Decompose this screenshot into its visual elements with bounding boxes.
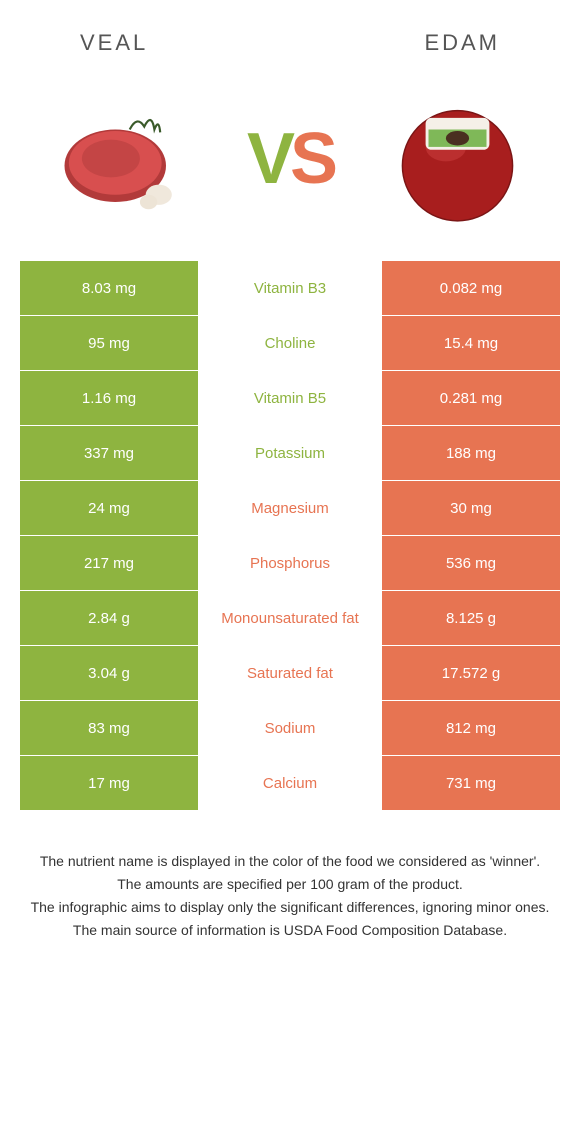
right-value: 0.281 mg — [382, 371, 560, 425]
left-value: 83 mg — [20, 701, 198, 755]
right-value: 0.082 mg — [382, 261, 560, 315]
nutrient-label: Monounsaturated fat — [198, 591, 382, 645]
nutrient-label: Phosphorus — [198, 536, 382, 590]
title-edam: EDAM — [424, 30, 500, 56]
meat-icon — [50, 86, 195, 231]
left-value: 17 mg — [20, 756, 198, 810]
table-row: 17 mgCalcium731 mg — [20, 756, 560, 811]
left-value: 2.84 g — [20, 591, 198, 645]
left-value: 217 mg — [20, 536, 198, 590]
right-value: 15.4 mg — [382, 316, 560, 370]
left-value: 8.03 mg — [20, 261, 198, 315]
footer-line-4: The main source of information is USDA F… — [30, 920, 550, 941]
left-value: 1.16 mg — [20, 371, 198, 425]
table-row: 2.84 gMonounsaturated fat8.125 g — [20, 591, 560, 646]
vs-v-letter: V — [247, 118, 290, 200]
table-row: 337 mgPotassium188 mg — [20, 426, 560, 481]
left-value: 24 mg — [20, 481, 198, 535]
table-row: 3.04 gSaturated fat17.572 g — [20, 646, 560, 701]
cheese-icon — [385, 86, 530, 231]
table-row: 8.03 mgVitamin B30.082 mg — [20, 261, 560, 316]
left-value: 337 mg — [20, 426, 198, 480]
left-value: 95 mg — [20, 316, 198, 370]
nutrient-label: Choline — [198, 316, 382, 370]
nutrient-label: Vitamin B3 — [198, 261, 382, 315]
right-value: 188 mg — [382, 426, 560, 480]
footer-line-3: The infographic aims to display only the… — [30, 897, 550, 918]
nutrient-label: Potassium — [198, 426, 382, 480]
right-value: 30 mg — [382, 481, 560, 535]
edam-image — [385, 86, 530, 231]
footer-line-1: The nutrient name is displayed in the co… — [30, 851, 550, 872]
nutrient-label: Calcium — [198, 756, 382, 810]
left-value: 3.04 g — [20, 646, 198, 700]
nutrient-label: Sodium — [198, 701, 382, 755]
right-value: 731 mg — [382, 756, 560, 810]
table-row: 24 mgMagnesium30 mg — [20, 481, 560, 536]
table-row: 83 mgSodium812 mg — [20, 701, 560, 756]
table-row: 95 mgCholine15.4 mg — [20, 316, 560, 371]
right-value: 8.125 g — [382, 591, 560, 645]
nutrient-label: Saturated fat — [198, 646, 382, 700]
nutrient-label: Magnesium — [198, 481, 382, 535]
right-value: 812 mg — [382, 701, 560, 755]
footer-notes: The nutrient name is displayed in the co… — [0, 811, 580, 941]
title-veal: VEAL — [80, 30, 148, 56]
footer-line-2: The amounts are specified per 100 gram o… — [30, 874, 550, 895]
vs-label: VS — [247, 118, 333, 200]
header: VEAL EDAM — [0, 0, 580, 66]
images-row: VS — [0, 66, 580, 261]
right-value: 17.572 g — [382, 646, 560, 700]
table-row: 1.16 mgVitamin B50.281 mg — [20, 371, 560, 426]
right-value: 536 mg — [382, 536, 560, 590]
veal-image — [50, 86, 195, 231]
nutrient-label: Vitamin B5 — [198, 371, 382, 425]
table-row: 217 mgPhosphorus536 mg — [20, 536, 560, 591]
comparison-table: 8.03 mgVitamin B30.082 mg95 mgCholine15.… — [20, 261, 560, 811]
vs-s-letter: S — [290, 118, 333, 200]
